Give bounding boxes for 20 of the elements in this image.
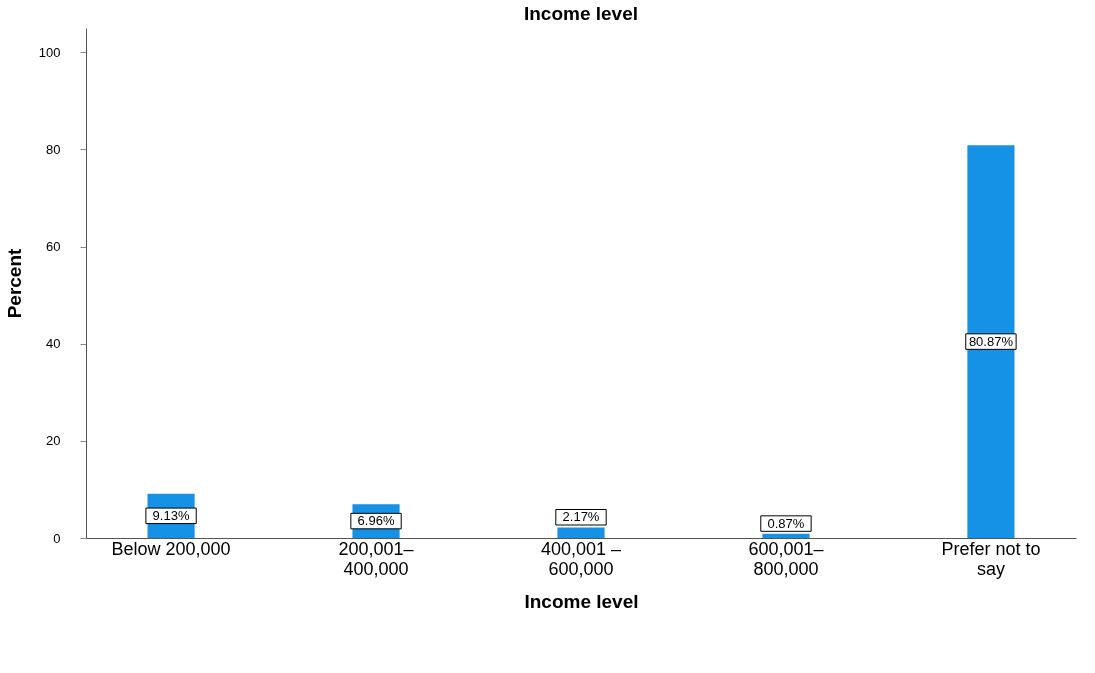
- y-tick-label: 0: [53, 530, 61, 546]
- chart-title: Income level: [523, 3, 639, 24]
- data-label: 2.17%: [562, 509, 600, 525]
- y-axis-title: Percent: [3, 247, 25, 319]
- data-label: 6.96%: [357, 513, 395, 529]
- data-label: 0.87%: [767, 515, 805, 531]
- x-tick-label: Prefer not to say: [941, 538, 1041, 579]
- y-tick-label: 100: [38, 44, 61, 60]
- y-tick-label: 40: [46, 336, 61, 352]
- x-tick-label: 400,001 – 600,000: [540, 538, 622, 579]
- x-tick-label: 600,001– 800,000: [748, 538, 824, 579]
- data-label: 80.87%: [968, 333, 1014, 349]
- y-tick-label: 20: [46, 433, 61, 449]
- x-tick-label: Below 200,000: [111, 538, 231, 559]
- y-tick-label: 80: [46, 141, 61, 157]
- bar: [967, 145, 1015, 538]
- y-tick-label: 60: [46, 239, 61, 255]
- data-label: 9.13%: [152, 507, 190, 523]
- x-tick-label: 200,001– 400,000: [338, 538, 414, 579]
- x-axis-title: Income level: [524, 590, 639, 612]
